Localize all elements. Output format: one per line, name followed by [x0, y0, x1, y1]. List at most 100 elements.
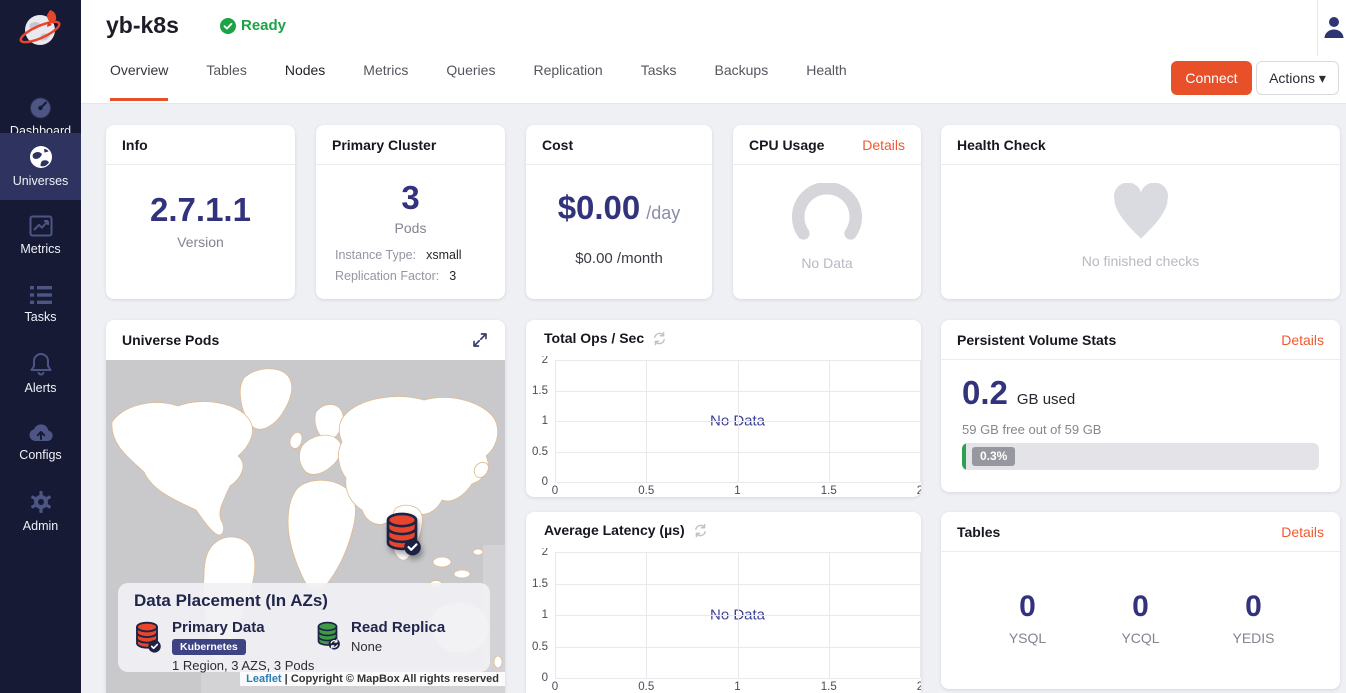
user-person-icon [1324, 17, 1344, 38]
sidebar-item-alerts[interactable]: Alerts [0, 340, 81, 407]
read-replica-label: Read Replica [351, 619, 446, 636]
read-replica-legend: Read Replica None [314, 619, 445, 654]
primary-data-db-icon [136, 621, 161, 653]
version-label: Version [177, 234, 224, 250]
primary-data-map-marker[interactable] [381, 510, 423, 563]
volume-details-link[interactable]: Details [1281, 331, 1324, 348]
ysql-label: YSQL [1008, 630, 1047, 646]
card-title: Cost [526, 125, 712, 165]
axis-tick-label: 0.5 [638, 681, 655, 693]
user-profile-button[interactable] [1321, 14, 1346, 40]
tab-tasks[interactable]: Tasks [640, 62, 677, 78]
tab-metrics[interactable]: Metrics [363, 62, 409, 78]
tab-tables[interactable]: Tables [206, 62, 247, 78]
cost-per-month: $0.00 /month [575, 250, 663, 267]
gridline [555, 552, 920, 553]
tab-overview[interactable]: Overview [110, 62, 169, 101]
dashboard-icon [30, 97, 51, 119]
sidebar-item-admin[interactable]: Admin [0, 478, 81, 545]
axis-tick-label: 1 [541, 415, 548, 427]
world-map[interactable]: Data Placement (In AZs) Primary Data Kub… [106, 360, 505, 693]
tab-queries[interactable]: Queries [446, 62, 496, 78]
primary-data-desc: 1 Region, 3 AZS, 3 Pods [172, 658, 315, 673]
data-placement-heading: Data Placement (In AZs) [134, 591, 328, 610]
refresh-icon[interactable] [652, 331, 667, 346]
cpu-usage-card: CPU Usage Details No Data [733, 125, 921, 299]
cost-per-day-unit: /day [646, 203, 681, 223]
card-title: Health Check [941, 125, 1340, 165]
universe-globe-icon [29, 146, 52, 168]
axis-tick-label: 1.5 [532, 384, 548, 397]
axis-tick-label: 0.5 [532, 445, 548, 458]
universe-title: yb-k8s [106, 12, 179, 38]
sidebar-item-tasks[interactable]: Tasks [0, 271, 81, 338]
map-attribution: Leaflet | Copyright © MapBox All rights … [240, 672, 505, 686]
axis-tick-label: 0 [541, 672, 548, 684]
sidebar-item-metrics[interactable]: Metrics [0, 202, 81, 269]
gridline [555, 482, 920, 483]
connect-button[interactable]: Connect [1171, 61, 1252, 95]
chart-title: Total Ops / Sec [544, 330, 645, 346]
cost-card: Cost $0.00 /day $0.00 /month [526, 125, 712, 299]
cpu-details-link[interactable]: Details [862, 136, 905, 153]
tab-bar: Overview Tables Nodes Metrics Queries Re… [110, 62, 847, 101]
gridline [920, 360, 921, 482]
axis-tick-label: 1.5 [820, 485, 837, 497]
gridline [555, 583, 920, 585]
axis-tick-label: 0 [551, 681, 559, 693]
tab-backups[interactable]: Backups [714, 62, 769, 78]
axis-tick-label: 0 [541, 476, 548, 488]
check-circle-icon [220, 17, 236, 34]
card-title: Info [106, 125, 295, 165]
chart-title: Average Latency (µs) [544, 522, 685, 538]
gridline [555, 421, 920, 422]
data-placement-panel: Data Placement (In AZs) Primary Data Kub… [118, 583, 490, 673]
tables-details-link[interactable]: Details [1281, 523, 1324, 540]
primary-data-legend: Primary Data Kubernetes 1 Region, 3 AZS,… [132, 619, 314, 673]
page-header: yb-k8s Ready Overview Tables Nodes Metri… [81, 0, 1346, 104]
axis-tick-label: 1.5 [532, 577, 548, 590]
alerts-bell-icon [30, 353, 51, 376]
replication-factor-key: Replication Factor: [335, 269, 440, 283]
pods-label: Pods [394, 220, 427, 236]
metrics-chart-icon [29, 215, 52, 237]
axis-tick-label: 2 [541, 548, 548, 558]
cpu-gauge-icon [791, 183, 863, 240]
primary-cluster-card: Primary Cluster 3 Pods Instance Type: xs… [316, 125, 505, 299]
expand-map-icon[interactable] [471, 331, 489, 349]
sidebar-item-universes[interactable]: Universes [0, 133, 81, 200]
gridline [555, 390, 920, 392]
kubernetes-badge: Kubernetes [172, 639, 246, 655]
read-replica-desc: None [351, 639, 383, 654]
volume-progress-bar: 0.3% [962, 443, 1319, 470]
leaflet-link[interactable]: Leaflet [246, 673, 282, 685]
volume-percent-badge: 0.3% [972, 447, 1016, 466]
axis-tick-label: 1 [541, 609, 548, 621]
tables-card: Tables Details 0 YSQL 0 YCQL 0 YEDIS [941, 512, 1340, 689]
version-value: 2.7.1.1 [150, 191, 251, 228]
avg-latency-chart-card: Average Latency (µs) No Data 00.511.5200… [526, 512, 921, 693]
card-title: Primary Cluster [316, 125, 505, 165]
tab-health[interactable]: Health [806, 62, 847, 78]
axis-tick-label: 2 [541, 356, 548, 366]
tab-nodes[interactable]: Nodes [284, 62, 326, 78]
yedis-count: 0 [1245, 590, 1262, 623]
ycql-label: YCQL [1121, 630, 1160, 646]
gridline [555, 451, 920, 453]
yugabyte-logo-icon[interactable] [14, 2, 68, 56]
card-title: Persistent Volume Stats [957, 331, 1117, 348]
info-card: Info 2.7.1.1 Version [106, 125, 295, 299]
actions-dropdown-button[interactable]: Actions ▾ [1256, 61, 1339, 95]
refresh-icon[interactable] [693, 523, 708, 538]
total-ops-chart-card: Total Ops / Sec No Data 00.511.5200.511.… [526, 320, 921, 497]
instance-type-key: Instance Type: [335, 248, 417, 262]
gridline [555, 646, 920, 648]
sidebar-item-configs[interactable]: Configs [0, 409, 81, 476]
sidebar-item-label: Universes [12, 174, 69, 188]
attribution-separator: | [284, 673, 288, 685]
tab-replication[interactable]: Replication [533, 62, 603, 78]
sidebar-item-label: Configs [19, 448, 62, 462]
replication-factor-value: 3 [449, 269, 457, 283]
yedis-label: YEDIS [1232, 630, 1275, 646]
